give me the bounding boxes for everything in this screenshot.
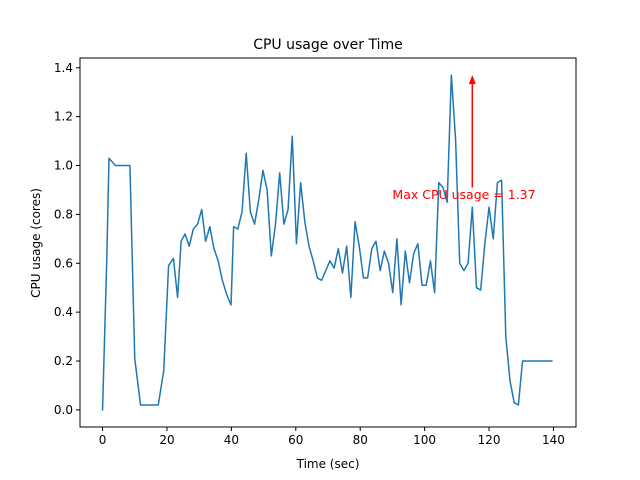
- annotation-arrow-head: [468, 75, 476, 85]
- y-tick-label: 1.4: [54, 61, 73, 75]
- x-tick-label: 140: [542, 433, 565, 447]
- y-axis-label: CPU usage (cores): [29, 188, 43, 298]
- x-tick-label: 0: [99, 433, 107, 447]
- y-tick-label: 0.8: [54, 207, 73, 221]
- chart-title: CPU usage over Time: [253, 37, 403, 53]
- x-tick-label: 60: [288, 433, 303, 447]
- y-tick-label: 1.0: [54, 159, 73, 173]
- x-tick-label: 80: [353, 433, 368, 447]
- annotation-text: Max CPU usage = 1.37: [392, 187, 535, 202]
- x-axis-label: Time (sec): [296, 457, 360, 471]
- y-tick-label: 0.6: [54, 256, 73, 270]
- x-tick-label: 100: [413, 433, 436, 447]
- y-tick-label: 1.2: [54, 110, 73, 124]
- y-tick-label: 0.2: [54, 354, 73, 368]
- y-tick-label: 0.4: [54, 305, 73, 319]
- series-line-0: [101, 74, 553, 411]
- x-tick-label: 20: [159, 433, 174, 447]
- y-tick-label: 0.0: [54, 403, 73, 417]
- plot-area: Max CPU usage = 1.37 0 20 40 60 80 100 120 140 0.…: [54, 57, 577, 447]
- axes-frame: [79, 57, 577, 428]
- x-tick-label: 120: [478, 433, 501, 447]
- x-tick-label: 40: [224, 433, 239, 447]
